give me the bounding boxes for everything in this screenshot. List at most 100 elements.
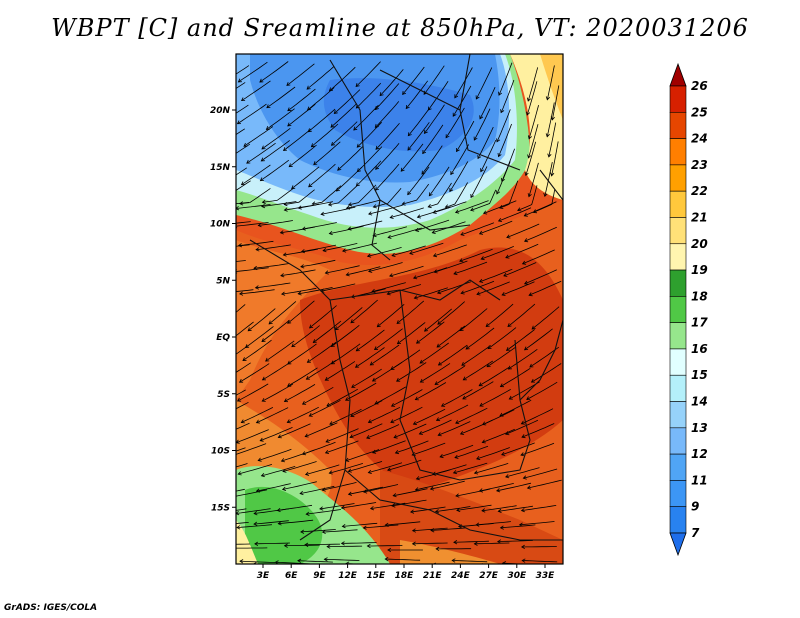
streamline (476, 521, 511, 526)
streamline (334, 307, 363, 331)
streamline-arrow (261, 199, 266, 205)
streamline (391, 389, 423, 407)
streamline (391, 245, 426, 257)
streamline (476, 447, 510, 460)
streamline-arrow (503, 272, 508, 277)
streamline (449, 161, 469, 192)
streamline (407, 122, 430, 151)
streamline-arrow (436, 343, 441, 348)
streamline-arrow (376, 323, 381, 328)
streamline (500, 524, 536, 529)
streamline (395, 440, 429, 454)
streamline-arrow (411, 541, 416, 546)
streamline (256, 483, 291, 492)
lon-tick-label: 3E (257, 571, 270, 581)
streamline (505, 243, 539, 259)
streamline (236, 362, 251, 373)
streamline-arrow (281, 486, 287, 491)
streamline (239, 188, 271, 205)
streamline (329, 463, 364, 474)
lon-tick-label: 33E (536, 571, 556, 581)
streamline (474, 463, 509, 474)
streamline-arrow (369, 361, 374, 366)
streamline (236, 104, 249, 114)
streamline (301, 244, 337, 252)
streamline (322, 529, 358, 533)
lon-tick-label: 9E (313, 571, 326, 581)
field-green-dark-sw (245, 486, 323, 564)
streamline (236, 422, 250, 430)
streamline-arrow (497, 539, 502, 544)
lat-tick-label: 15S (211, 503, 230, 513)
streamline-arrow (396, 320, 401, 324)
streamline (306, 509, 341, 515)
streamline-arrow (366, 435, 371, 440)
streamline-arrow (240, 97, 246, 102)
streamline-arrow (366, 253, 372, 258)
streamline (391, 499, 427, 507)
streamline-arrow (506, 234, 511, 239)
streamline-arrow (479, 115, 484, 120)
streamline (528, 280, 562, 296)
streamline (505, 419, 539, 435)
streamline (363, 566, 398, 568)
lat-tick-label: EQ (216, 333, 230, 343)
streamline-arrow (237, 471, 242, 476)
streamline (356, 82, 382, 109)
streamline (459, 308, 488, 331)
streamline-arrow (253, 265, 258, 271)
streamline (497, 540, 533, 542)
streamline (389, 265, 424, 277)
streamline (320, 283, 356, 292)
streamline (348, 220, 383, 230)
streamline (277, 504, 313, 511)
streamline (523, 468, 558, 479)
streamline (372, 440, 406, 454)
streamline-arrow (287, 122, 292, 127)
streamline-arrow (217, 184, 221, 187)
streamline (441, 389, 473, 407)
streamline (405, 80, 429, 109)
streamline (286, 63, 315, 86)
streamline (460, 222, 495, 236)
streamline-arrow (371, 288, 376, 293)
streamline-arrow (437, 320, 442, 325)
colorbar-segment (669, 296, 687, 323)
streamline-arrow (416, 214, 421, 219)
streamline (430, 527, 466, 531)
streamline-arrow (508, 395, 513, 400)
streamline (435, 506, 471, 512)
streamline-arrow (423, 129, 428, 135)
streamline (217, 565, 252, 567)
streamline-arrow (306, 106, 312, 111)
colorbar-segment (669, 480, 687, 508)
streamline (298, 287, 333, 295)
streamline (434, 260, 468, 273)
streamline (236, 180, 251, 191)
streamline-arrow (237, 78, 242, 83)
streamline-arrow (355, 347, 360, 352)
streamline-arrow (480, 168, 485, 173)
streamline-arrow (437, 432, 442, 437)
streamline-arrow (415, 339, 421, 344)
streamline-arrow (522, 475, 527, 480)
streamline-arrow (335, 187, 340, 192)
streamline (500, 367, 531, 387)
streamline (262, 383, 294, 402)
streamline-arrow (531, 325, 536, 330)
streamline-arrow (281, 291, 286, 296)
streamline-arrow (265, 126, 270, 130)
streamline (432, 464, 467, 475)
streamline (367, 545, 403, 547)
streamline (419, 419, 452, 435)
streamline (239, 560, 276, 563)
streamline-arrow (304, 471, 310, 476)
boundary-line (379, 199, 471, 231)
streamline (259, 61, 289, 83)
streamline (419, 342, 449, 364)
streamline (476, 281, 510, 295)
lat-tick-label: 5N (216, 276, 230, 286)
streamline-arrow (287, 319, 292, 324)
colorbar-label: 15 (691, 368, 708, 382)
streamline (350, 299, 378, 324)
